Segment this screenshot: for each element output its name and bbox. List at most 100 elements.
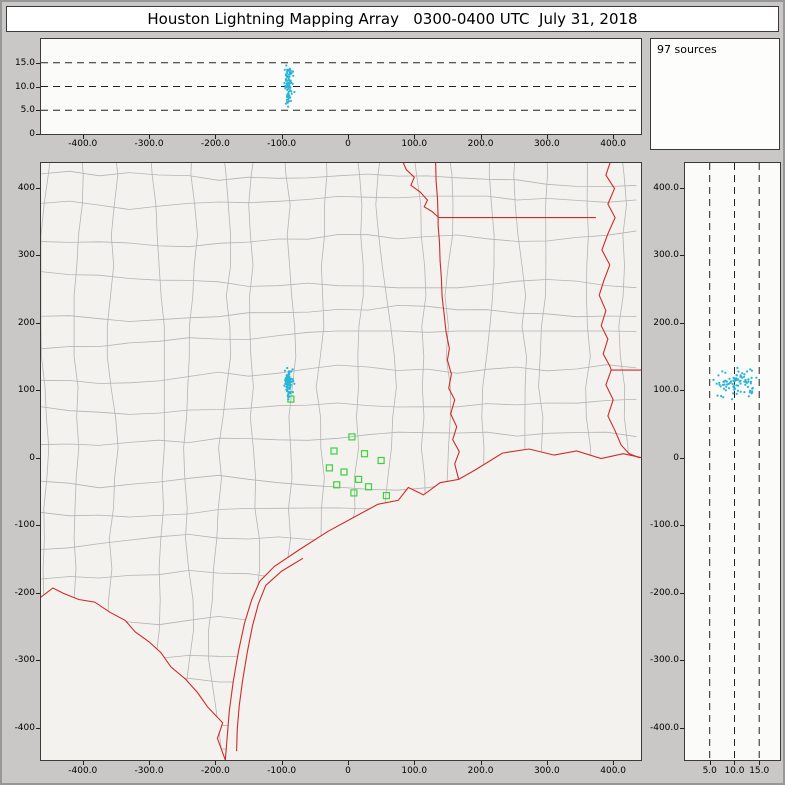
coastline [224, 448, 641, 760]
tick-mark [680, 727, 684, 729]
tick-label: -100.0 [649, 520, 679, 531]
tick-label: 200.0 [467, 766, 494, 776]
source-dot [288, 378, 292, 381]
source-dot [288, 391, 291, 394]
tick-mark [215, 135, 217, 139]
source-dot [288, 380, 291, 383]
source-dot [743, 391, 746, 394]
tick-mark [680, 525, 684, 527]
source-dot [286, 95, 289, 99]
altitude-vs-northsouth-plot[interactable] [684, 162, 781, 761]
county-line [283, 163, 297, 752]
source-dot [747, 378, 750, 381]
county-line [474, 163, 495, 752]
tick-mark [149, 761, 151, 765]
source-dot [285, 83, 288, 86]
source-dot [288, 68, 291, 71]
tick-mark [680, 457, 684, 459]
tick-label: -400.0 [68, 139, 98, 149]
lightning-sources-layer [712, 366, 758, 401]
source-dot [717, 374, 720, 377]
source-dot [290, 81, 293, 84]
source-dot [286, 387, 289, 390]
source-dot [283, 81, 286, 85]
source-dot [288, 375, 291, 378]
source-dot [728, 377, 731, 380]
tick-mark [680, 255, 684, 257]
source-dot [750, 369, 753, 372]
source-dot [289, 99, 292, 102]
station-marker [330, 447, 338, 455]
source-dot [746, 385, 750, 389]
source-dot [736, 389, 739, 392]
county-line [313, 163, 328, 752]
tick-label: -100 [14, 520, 35, 531]
plan-view-map-plot[interactable] [40, 162, 642, 761]
source-dot [284, 102, 287, 105]
source-dot [722, 387, 726, 390]
source-dot [286, 85, 289, 88]
source-dot [285, 98, 288, 101]
source-dot [729, 381, 732, 384]
source-dot [739, 379, 742, 382]
lma-stations-layer [287, 395, 390, 500]
source-dot [741, 376, 744, 379]
tick-mark [36, 322, 40, 324]
tick-mark [613, 135, 615, 139]
source-dot [286, 68, 289, 71]
source-dot [284, 87, 287, 90]
source-dot [750, 376, 753, 379]
alt-ns-canvas[interactable] [685, 163, 780, 760]
source-dot [291, 391, 294, 394]
tick-mark [36, 187, 40, 189]
source-dot [712, 378, 715, 381]
source-dot [724, 371, 727, 374]
source-dot [716, 394, 719, 397]
source-dot [739, 375, 742, 378]
source-dot [736, 378, 739, 381]
lightning-sources-layer [283, 366, 296, 401]
tick-label: -300 [14, 655, 35, 666]
county-line [41, 398, 637, 415]
tick-mark [215, 761, 217, 765]
source-dot [287, 105, 290, 108]
title-bar: Houston Lightning Mapping Array 0300-040… [6, 6, 779, 32]
source-dot [284, 78, 287, 81]
source-dot [286, 383, 289, 386]
tick-label: 0 [29, 129, 35, 139]
station-marker [360, 450, 369, 458]
county-line [248, 163, 263, 752]
source-dot [286, 100, 289, 103]
tick-mark [680, 187, 684, 189]
alt-ew-canvas[interactable] [41, 39, 641, 134]
tick-mark [546, 761, 548, 765]
plan-view-canvas[interactable] [41, 163, 641, 760]
county-line [41, 271, 637, 289]
source-dot [751, 391, 754, 394]
tick-label: 0 [345, 766, 351, 776]
source-dot [293, 382, 296, 385]
county-line [618, 163, 629, 752]
tick-label: 300 [17, 250, 35, 261]
source-dot [288, 71, 291, 74]
sources-count-panel: 97 sources [650, 38, 780, 150]
tick-mark [414, 761, 416, 765]
county-line [41, 611, 637, 626]
county-line [41, 230, 637, 248]
source-dot [722, 380, 725, 383]
tick-label: 400.0 [600, 766, 627, 776]
tick-label: 0 [673, 452, 679, 463]
source-dot [290, 72, 293, 75]
county-line [41, 304, 637, 322]
altitude-vs-eastwest-plot[interactable] [40, 38, 642, 135]
source-dot [735, 374, 738, 377]
sources-count-label: 97 sources [657, 43, 717, 56]
tick-mark [347, 761, 349, 765]
source-dot [722, 396, 725, 399]
tick-mark [480, 135, 482, 139]
barrier-island [236, 557, 304, 752]
tick-label: -300.0 [134, 139, 164, 149]
county-line [41, 569, 637, 583]
tick-label: 400.0 [600, 139, 627, 149]
rio-grande [41, 587, 226, 760]
